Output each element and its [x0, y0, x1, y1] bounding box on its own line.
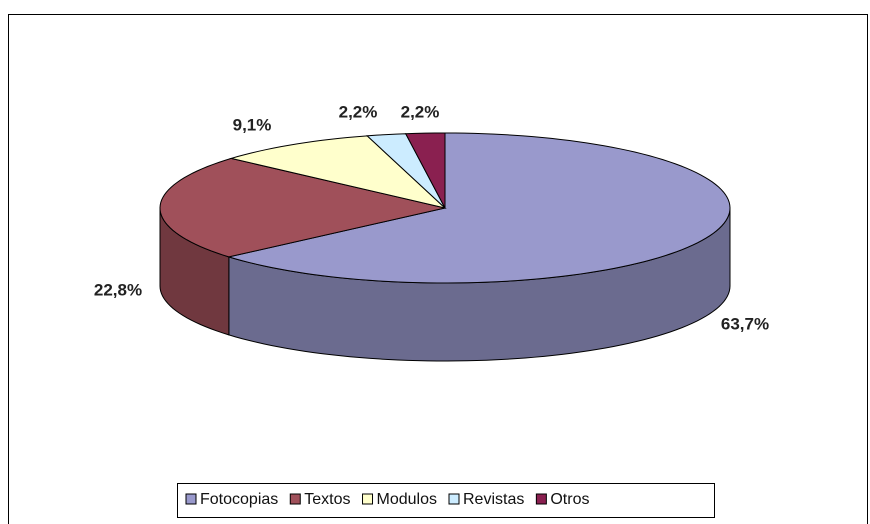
legend-label: Modulos	[377, 491, 437, 508]
data-label: 9,1%	[233, 115, 272, 134]
slice	[159, 157, 446, 258]
slice	[404, 132, 446, 209]
legend-swatch	[535, 493, 547, 505]
slice	[226, 132, 731, 284]
data-label: 63,7%	[721, 314, 769, 333]
legend-swatch	[289, 493, 301, 505]
legend-swatch	[362, 493, 374, 505]
data-label: 2,2%	[339, 102, 378, 121]
slice	[229, 135, 447, 209]
legend-label: Fotocopias	[200, 491, 278, 508]
legend-swatch	[448, 493, 460, 505]
legend-label: Revistas	[463, 491, 524, 508]
data-label: 2,2%	[401, 102, 440, 121]
legend-label: Otros	[550, 491, 589, 508]
legend-swatch	[185, 493, 197, 505]
legend-box	[177, 483, 715, 518]
legend-label: Textos	[304, 491, 350, 508]
data-label: 22,8%	[94, 280, 142, 299]
